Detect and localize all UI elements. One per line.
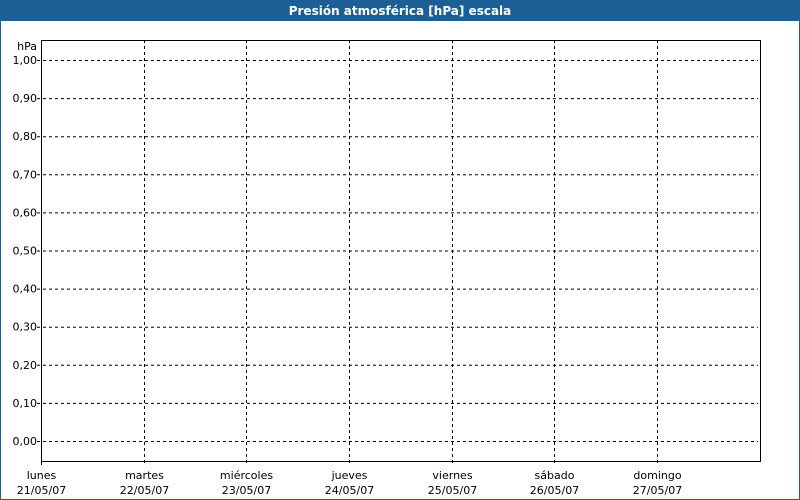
y-tick-label: 0,40 (13, 283, 38, 296)
x-tick-date: 23/05/07 (222, 484, 271, 497)
x-tick-date: 24/05/07 (325, 484, 374, 497)
y-tick-label: 0,80 (13, 130, 38, 143)
y-axis-label: hPa (17, 40, 37, 53)
x-tick-date: 25/05/07 (428, 484, 477, 497)
y-tick-label: 1,00 (13, 54, 38, 67)
x-tick-date: 26/05/07 (530, 484, 579, 497)
y-tick-label: 0,00 (13, 435, 38, 448)
y-tick-label: 0,70 (13, 168, 38, 181)
x-tick-day: sábado (535, 469, 575, 482)
y-tick-label: 0,50 (13, 245, 38, 258)
x-tick-day: martes (125, 469, 164, 482)
y-tick-label: 0,90 (13, 92, 38, 105)
plot-area (41, 40, 761, 462)
x-tick-date: 22/05/07 (120, 484, 169, 497)
x-tick-day: lunes (27, 469, 57, 482)
x-tick-day: viernes (432, 469, 472, 482)
x-tick-day: domingo (633, 469, 681, 482)
x-tick-date: 21/05/07 (17, 484, 66, 497)
y-tick-label: 0,60 (13, 206, 38, 219)
y-tick-label: 0,10 (13, 397, 38, 410)
chart-title: Presión atmosférica [hPa] escala (1, 1, 799, 21)
y-tick-label: 0,30 (13, 321, 38, 334)
y-tick-label: 0,20 (13, 359, 38, 372)
x-tick-day: miércoles (220, 469, 273, 482)
x-tick-day: jueves (331, 469, 368, 482)
x-tick-date: 27/05/07 (633, 484, 682, 497)
